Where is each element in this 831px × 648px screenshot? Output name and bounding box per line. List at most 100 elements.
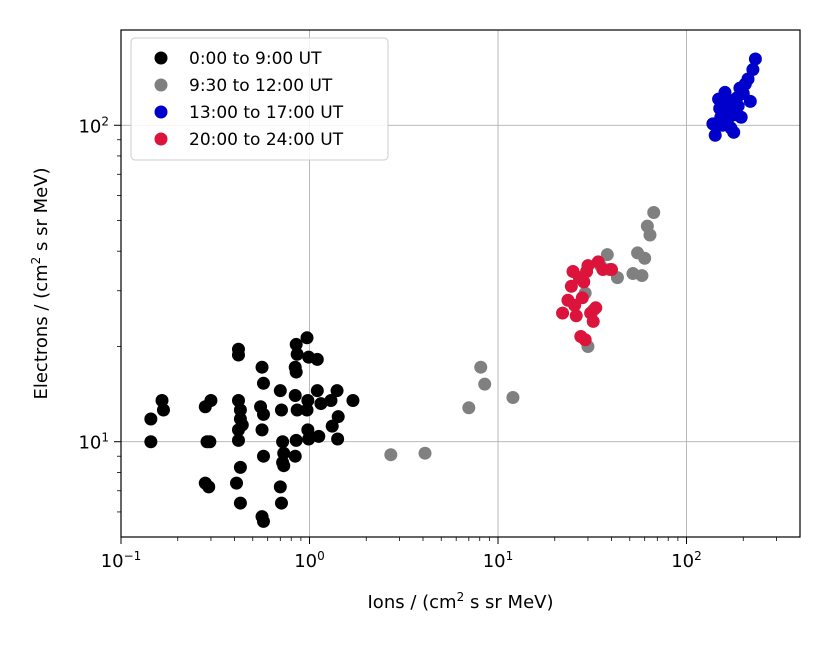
data-point	[288, 388, 302, 402]
data-point	[325, 419, 339, 433]
data-point	[256, 407, 270, 421]
data-point	[384, 448, 398, 462]
legend-marker	[154, 51, 168, 65]
data-point	[290, 403, 304, 417]
data-point	[577, 275, 591, 289]
data-point	[277, 459, 291, 473]
data-point	[638, 251, 652, 265]
plot-frame	[120, 29, 801, 538]
data-point	[289, 365, 303, 379]
legend-marker	[154, 78, 168, 92]
data-point	[290, 347, 304, 361]
x-tick-label: 102	[671, 549, 702, 572]
data-point	[748, 52, 762, 66]
data-point	[233, 496, 247, 510]
legend-label: 13:00 to 17:00 UT	[189, 103, 344, 123]
data-point	[589, 301, 603, 315]
data-point	[300, 331, 314, 345]
data-point	[600, 248, 614, 262]
data-point	[231, 348, 245, 362]
data-point	[203, 435, 217, 449]
data-point	[575, 291, 589, 305]
data-point	[746, 63, 760, 77]
data-point	[330, 384, 344, 398]
data-point	[144, 412, 158, 426]
data-point	[231, 433, 245, 447]
data-point	[144, 435, 158, 449]
legend-label: 0:00 to 9:00 UT	[189, 49, 322, 69]
data-point	[604, 263, 618, 277]
data-point	[300, 403, 314, 417]
data-point	[731, 99, 745, 113]
data-point	[256, 514, 270, 528]
data-point	[235, 418, 249, 432]
data-point	[635, 269, 649, 283]
legend-label: 9:30 to 12:00 UT	[189, 76, 333, 96]
data-point	[273, 384, 287, 398]
data-point	[156, 403, 170, 417]
series-1	[144, 331, 360, 528]
data-point	[331, 432, 345, 446]
x-axis-label: Ions / (cm2 s sr MeV)	[368, 590, 554, 613]
data-point	[331, 410, 345, 424]
data-point	[256, 376, 270, 390]
series-3	[706, 52, 762, 142]
data-point	[204, 393, 218, 407]
series-2	[384, 206, 661, 462]
data-point	[708, 128, 722, 142]
data-point	[276, 435, 290, 449]
data-point	[289, 433, 303, 447]
x-tick-label: 100	[294, 549, 325, 572]
data-point	[274, 403, 288, 417]
data-point	[581, 259, 595, 273]
data-point	[569, 309, 583, 323]
y-tick-label: 102	[78, 114, 109, 137]
data-point	[418, 446, 432, 460]
data-point	[506, 390, 520, 404]
data-point	[578, 333, 592, 347]
data-point	[256, 449, 270, 463]
data-point	[301, 393, 315, 407]
data-point	[556, 306, 570, 320]
data-point	[202, 480, 216, 494]
y-tick-label: 101	[78, 431, 109, 454]
series-4	[556, 255, 618, 347]
data-point	[564, 279, 578, 293]
data-point	[233, 403, 247, 417]
data-point	[647, 206, 661, 220]
data-point	[314, 397, 328, 411]
data-point	[274, 496, 288, 510]
data-point	[288, 449, 302, 463]
data-point	[273, 480, 287, 494]
data-point	[233, 460, 247, 474]
x-tick-label: 10−1	[101, 549, 142, 572]
data-point	[255, 423, 269, 437]
legend-label: 20:00 to 24:00 UT	[189, 130, 344, 150]
data-point	[255, 360, 269, 374]
data-point	[474, 360, 488, 374]
data-point	[727, 125, 741, 139]
data-points	[144, 52, 762, 528]
data-point	[310, 352, 324, 366]
axis-ticks: 10−1 100 101 102 101 102	[78, 114, 777, 572]
legend-box	[130, 37, 389, 161]
data-point	[289, 337, 303, 351]
data-point	[346, 393, 360, 407]
data-point	[324, 393, 338, 407]
y-axis-label: Electrons / (cm2 s sr MeV)	[29, 167, 52, 399]
legend: 0:00 to 9:00 UT 9:30 to 12:00 UT 13:00 to …	[130, 37, 389, 161]
legend-marker	[154, 132, 168, 146]
legend-marker	[154, 105, 168, 119]
x-tick-label: 101	[483, 549, 514, 572]
data-point	[310, 384, 324, 398]
data-point	[743, 94, 757, 108]
data-point	[643, 228, 657, 242]
data-point	[478, 377, 492, 391]
data-point	[586, 314, 600, 328]
data-point	[230, 476, 244, 490]
data-point	[462, 401, 476, 415]
data-point	[734, 110, 748, 124]
data-point	[302, 432, 316, 446]
